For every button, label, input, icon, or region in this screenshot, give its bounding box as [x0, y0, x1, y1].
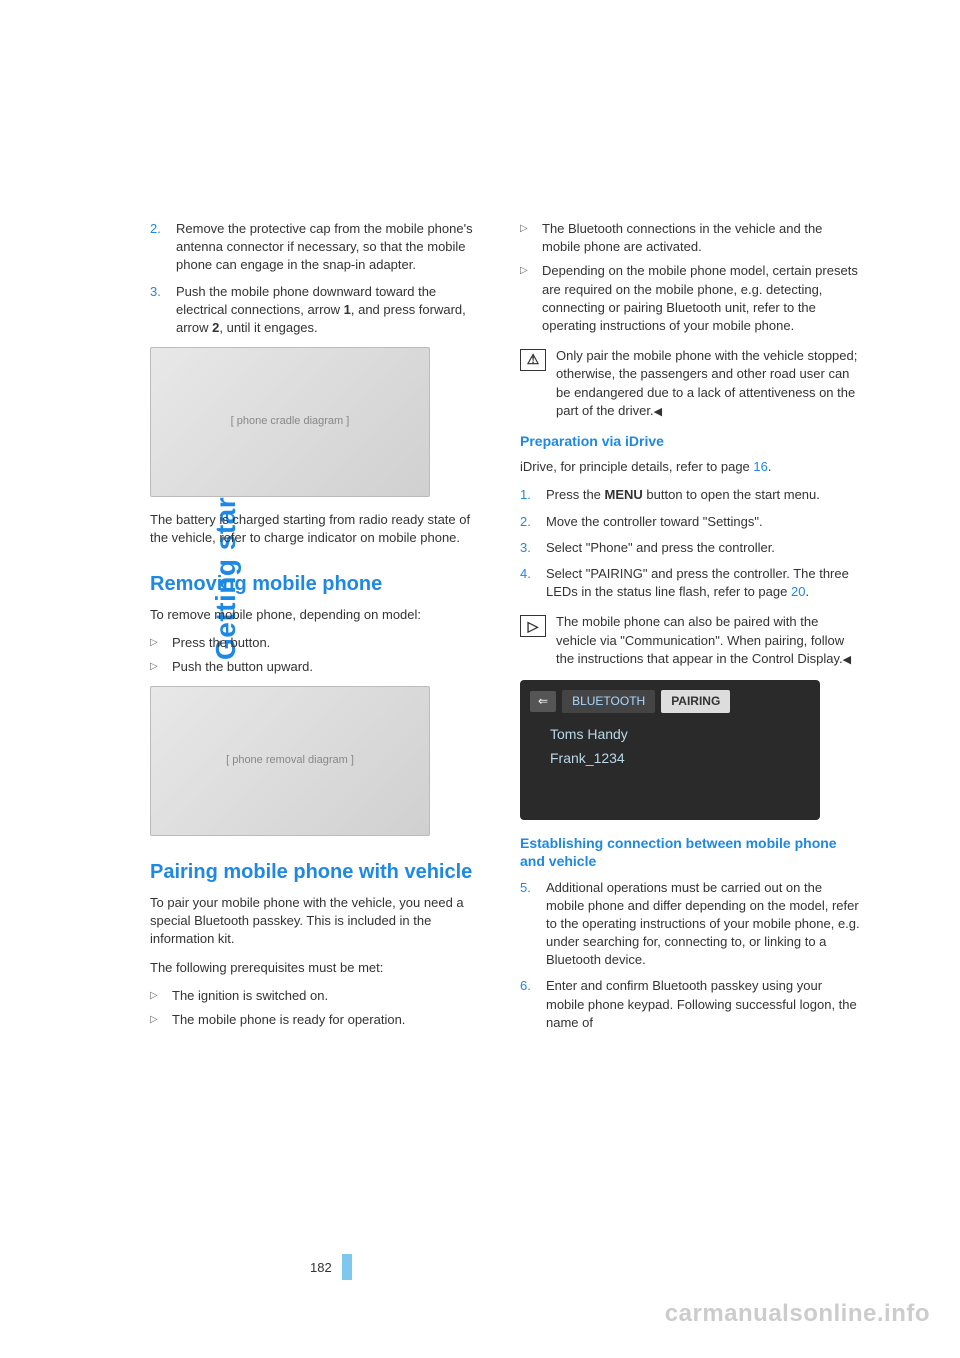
text: .	[805, 584, 809, 599]
button-ref: MENU	[605, 487, 643, 502]
text: The mobile phone can also be paired with…	[556, 614, 844, 665]
idrive-tab-bluetooth: BLUETOOTH	[562, 690, 655, 713]
step-number: 1.	[520, 486, 534, 504]
bullet-icon: ▷	[150, 1013, 160, 1029]
step-3: 3. Select "Phone" and press the controll…	[520, 539, 860, 557]
preparation-heading: Preparation via iDrive	[520, 432, 860, 450]
step-2: 2. Move the controller toward "Settings"…	[520, 513, 860, 531]
step-number: 4.	[520, 565, 534, 601]
page-number: 182	[310, 1260, 332, 1275]
step-text: Move the controller toward "Settings".	[546, 513, 763, 531]
step-text: Select "PAIRING" and press the controlle…	[546, 565, 860, 601]
page-number-wrap: 182	[310, 1254, 352, 1280]
text: iDrive, for principle details, refer to …	[520, 459, 753, 474]
idrive-back-icon: ⇐	[530, 691, 556, 712]
step-text: Enter and confirm Bluetooth passkey usin…	[546, 977, 860, 1032]
removing-intro: To remove mobile phone, depending on mod…	[150, 606, 490, 624]
bullet-icon: ▷	[520, 264, 530, 335]
page-link[interactable]: 16	[753, 459, 767, 474]
page-marker	[342, 1254, 352, 1280]
warning-text: Only pair the mobile phone with the vehi…	[556, 347, 860, 420]
step-number: 3.	[150, 283, 164, 338]
list-text: The ignition is switched on.	[172, 987, 328, 1005]
step-text: Press the MENU button to open the start …	[546, 486, 820, 504]
warning-notice: ⚠ Only pair the mobile phone with the ve…	[520, 347, 860, 420]
list-item: ▷ The mobile phone is ready for operatio…	[150, 1011, 490, 1029]
step-6: 6. Enter and confirm Bluetooth passkey u…	[520, 977, 860, 1032]
step-1: 1. Press the MENU button to open the sta…	[520, 486, 860, 504]
pairing-intro: To pair your mobile phone with the vehic…	[150, 894, 490, 949]
list-text: The mobile phone is ready for operation.	[172, 1011, 405, 1029]
page-content: 2. Remove the protective cap from the mo…	[100, 220, 860, 1040]
right-column: ▷ The Bluetooth connections in the vehic…	[520, 220, 860, 1040]
warning-icon: ⚠	[520, 349, 546, 371]
list-item: ▷ Depending on the mobile phone model, c…	[520, 262, 860, 335]
step-number: 2.	[150, 220, 164, 275]
list-text: Depending on the mobile phone model, cer…	[542, 262, 860, 335]
bullet-icon: ▷	[150, 660, 160, 676]
battery-note: The battery is charged starting from rad…	[150, 511, 490, 547]
removing-heading: Removing mobile phone	[150, 572, 490, 596]
cradle-diagram-image: [ phone cradle diagram ]	[150, 347, 430, 497]
pairing-heading: Pairing mobile phone with vehicle	[150, 860, 490, 884]
text: Press the	[546, 487, 605, 502]
establish-heading: Establishing connection between mobile p…	[520, 834, 860, 870]
idrive-tabs: ⇐ BLUETOOTH PAIRING	[530, 690, 810, 713]
list-item: ▷ Push the button upward.	[150, 658, 490, 676]
bullet-icon: ▷	[150, 636, 160, 652]
list-text: Push the button upward.	[172, 658, 313, 676]
list-item: ▷ Press the button.	[150, 634, 490, 652]
arrow-ref: 1	[344, 302, 351, 317]
text: .	[768, 459, 772, 474]
step-4: 4. Select "PAIRING" and press the contro…	[520, 565, 860, 601]
step-text: Additional operations must be carried ou…	[546, 879, 860, 970]
step-3: 3. Push the mobile phone downward toward…	[150, 283, 490, 338]
text: Only pair the mobile phone with the vehi…	[556, 348, 857, 418]
list-item: ▷ The ignition is switched on.	[150, 987, 490, 1005]
removal-diagram-image: [ phone removal diagram ]	[150, 686, 430, 836]
tip-text: The mobile phone can also be paired with…	[556, 613, 860, 668]
end-marker-icon: ◀	[843, 654, 851, 666]
prereq-intro: The following prerequisites must be met:	[150, 959, 490, 977]
step-number: 5.	[520, 879, 534, 970]
idrive-list-item: Toms Handy	[530, 723, 810, 747]
step-2: 2. Remove the protective cap from the mo…	[150, 220, 490, 275]
idrive-tab-pairing: PAIRING	[661, 690, 730, 713]
page-link[interactable]: 20	[791, 584, 805, 599]
tip-icon: ▷	[520, 615, 546, 637]
step-text: Push the mobile phone downward toward th…	[176, 283, 490, 338]
bullet-icon: ▷	[150, 989, 160, 1005]
step-number: 2.	[520, 513, 534, 531]
bullet-icon: ▷	[520, 222, 530, 256]
watermark: carmanualsonline.info	[665, 1300, 930, 1328]
list-text: The Bluetooth connections in the vehicle…	[542, 220, 860, 256]
step-text: Remove the protective cap from the mobil…	[176, 220, 490, 275]
text: button to open the start menu.	[643, 487, 820, 502]
end-marker-icon: ◀	[654, 406, 662, 418]
idrive-list-item: Frank_1234	[530, 747, 810, 771]
prep-intro: iDrive, for principle details, refer to …	[520, 458, 860, 476]
step-text: Select "Phone" and press the controller.	[546, 539, 775, 557]
step-number: 3.	[520, 539, 534, 557]
left-column: 2. Remove the protective cap from the mo…	[150, 220, 490, 1040]
text: , until it engages.	[219, 320, 317, 335]
list-item: ▷ The Bluetooth connections in the vehic…	[520, 220, 860, 256]
step-5: 5. Additional operations must be carried…	[520, 879, 860, 970]
list-text: Press the button.	[172, 634, 270, 652]
step-number: 6.	[520, 977, 534, 1032]
idrive-screenshot: ⇐ BLUETOOTH PAIRING Toms Handy Frank_123…	[520, 680, 820, 820]
tip-notice: ▷ The mobile phone can also be paired wi…	[520, 613, 860, 668]
